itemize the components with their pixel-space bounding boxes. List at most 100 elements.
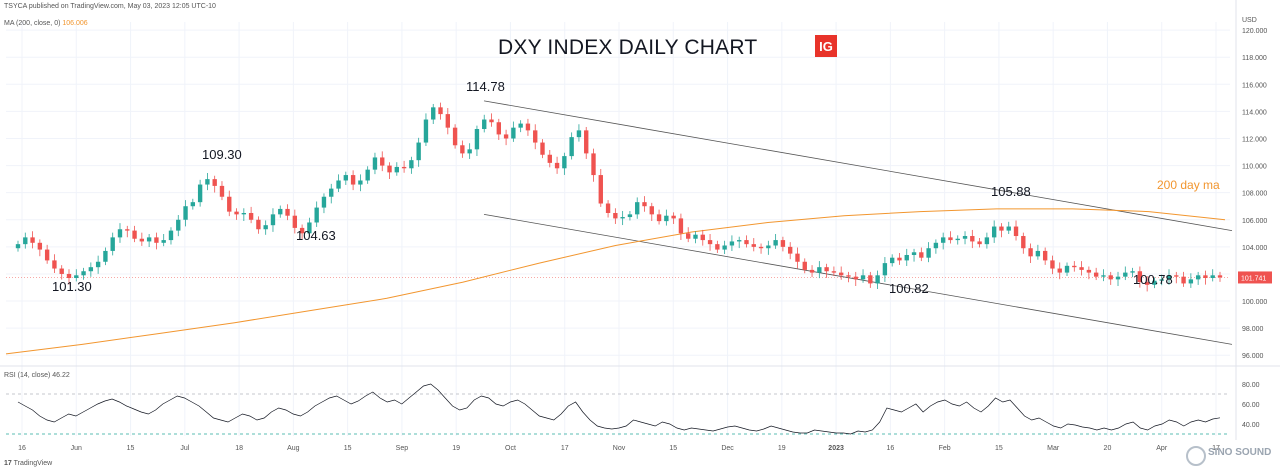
candle-body (154, 237, 159, 243)
y-tick-label: 108.000 (1242, 191, 1267, 198)
candle-body (540, 142, 545, 155)
candle-body (52, 260, 57, 269)
candle-body (511, 127, 516, 139)
candle-body (117, 229, 123, 238)
candle-body (1101, 275, 1106, 277)
candle-body (1042, 250, 1048, 261)
x-tick-label: Nov (613, 445, 626, 452)
ma-label: 200 day ma (1157, 178, 1220, 192)
candle-body (788, 246, 793, 254)
candle-body (372, 157, 378, 170)
y-tick-label: 116.000 (1242, 82, 1267, 89)
candle-body (460, 145, 465, 154)
ma-legend-value: 106.006 (62, 20, 88, 27)
candle-body (1210, 275, 1215, 279)
candle-body (933, 242, 939, 249)
y-tick-label: 100.000 (1242, 299, 1267, 306)
ma-legend: MA (200, close, 0) 106.006 (4, 20, 88, 27)
candle-body (1152, 280, 1157, 285)
candle-body (496, 122, 501, 135)
candle-body (1123, 272, 1128, 277)
candle-body (817, 267, 822, 273)
x-tick-label: 18 (235, 445, 243, 452)
candle-body (664, 215, 669, 222)
candle-body (773, 240, 778, 246)
candle-body (110, 237, 115, 251)
candle-body (970, 236, 975, 242)
candle-body (1217, 275, 1223, 278)
candle-body (241, 212, 247, 215)
candle-body (161, 240, 166, 243)
candle-body (423, 119, 429, 143)
candle-body (380, 157, 385, 166)
candle-body (1021, 236, 1026, 249)
axes: 96.00098.000100.000102.000104.000106.000… (0, 0, 1280, 452)
candle-body (190, 202, 196, 207)
rsi-line (17, 383, 1221, 435)
candle-body (1203, 275, 1208, 279)
candle-body (911, 252, 917, 255)
x-tick-label: 2023 (828, 445, 844, 452)
candle-body (146, 237, 152, 242)
candle-body (1188, 279, 1194, 284)
candle-body (343, 175, 349, 181)
x-tick-label: 15 (127, 445, 135, 452)
candle-body (569, 137, 574, 157)
candle-body (737, 240, 742, 242)
x-tick-label: 16 (886, 445, 894, 452)
candle-body (1093, 272, 1099, 277)
candle-body (889, 257, 895, 264)
candle-body (74, 275, 79, 279)
candle-body (831, 271, 837, 273)
candle-body (431, 107, 436, 120)
y-tick-label: 98.000 (1242, 326, 1264, 333)
candle-body (547, 154, 552, 163)
candle-body (139, 238, 145, 242)
candle-body (44, 249, 50, 261)
candle-body (853, 276, 858, 280)
candle-body (132, 230, 137, 239)
candle-body (875, 275, 880, 284)
candle-body (584, 130, 589, 154)
rsi-tick-label: 40.00 (1242, 422, 1260, 429)
y-tick-label: 110.000 (1242, 164, 1267, 171)
candle-body (1006, 226, 1011, 231)
candle-body (955, 238, 960, 241)
price-channel (483, 100, 1233, 345)
y-tick-label: 120.000 (1242, 28, 1267, 35)
candle-body (416, 142, 421, 161)
x-tick-label: Dec (721, 445, 734, 452)
candle-body (401, 166, 407, 169)
channel-upper-line (483, 100, 1233, 231)
candle-body (722, 245, 727, 250)
x-tick-label: Oct (505, 445, 516, 452)
candle-body (1086, 269, 1092, 273)
candle-body (605, 203, 611, 213)
candle-body (882, 263, 888, 276)
currency-label: USD (1242, 17, 1257, 24)
candle-body (919, 252, 924, 258)
candle-body (278, 208, 283, 215)
candle-body (824, 267, 829, 272)
last-price-label: 101.741 (1241, 275, 1266, 282)
candle-body (125, 229, 130, 231)
candle-body (314, 207, 319, 223)
candle-body (1115, 276, 1121, 280)
candle-body (846, 275, 851, 277)
candle-body (307, 222, 312, 234)
candle-body (999, 226, 1004, 231)
candle-body (758, 246, 764, 249)
watermark-circle-icon (1186, 446, 1206, 466)
candle-body (904, 254, 909, 261)
candle-body (1050, 260, 1055, 269)
candle-body (562, 156, 567, 169)
candle-body (270, 214, 276, 226)
candle-body (445, 114, 450, 128)
candle-body (1159, 279, 1164, 281)
x-tick-label: 17 (1212, 445, 1220, 452)
candle-body (219, 185, 225, 197)
candle-body (678, 218, 684, 234)
watermark-text: SINO SOUND (1208, 447, 1272, 458)
y-tick-label: 106.000 (1242, 218, 1267, 225)
